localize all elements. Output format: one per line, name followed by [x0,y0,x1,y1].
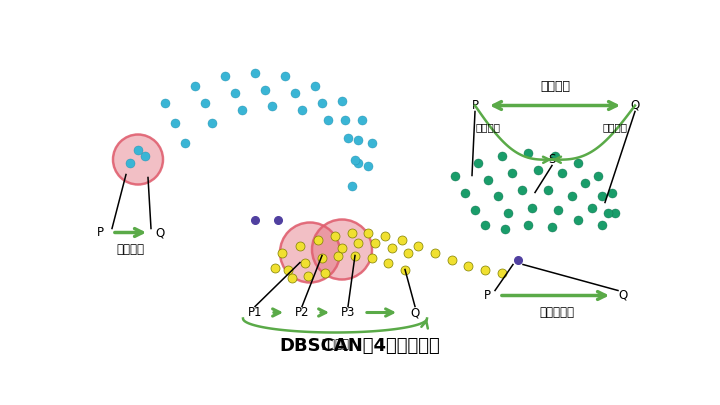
Text: Q: Q [618,289,627,302]
Text: 密度可达: 密度可达 [321,339,349,352]
Text: 密度相连: 密度相连 [540,79,570,92]
Circle shape [312,220,372,279]
Text: Q: Q [631,99,639,112]
Text: Q: Q [410,306,420,319]
Text: S: S [549,153,556,166]
Circle shape [280,222,340,283]
Text: P: P [472,99,479,112]
Text: P2: P2 [294,306,310,319]
Text: P3: P3 [341,306,355,319]
Text: 非密度相连: 非密度相连 [539,305,574,318]
Text: 密度可达: 密度可达 [476,122,501,132]
Text: 密度可达: 密度可达 [603,122,628,132]
Text: P: P [484,289,491,302]
Text: P1: P1 [248,306,262,319]
Circle shape [113,134,163,185]
Text: P: P [97,226,104,239]
Text: 密度直达: 密度直达 [116,243,144,256]
Text: Q: Q [155,226,164,239]
Text: DBSCAN中4种点的关系: DBSCAN中4种点的关系 [279,337,441,356]
